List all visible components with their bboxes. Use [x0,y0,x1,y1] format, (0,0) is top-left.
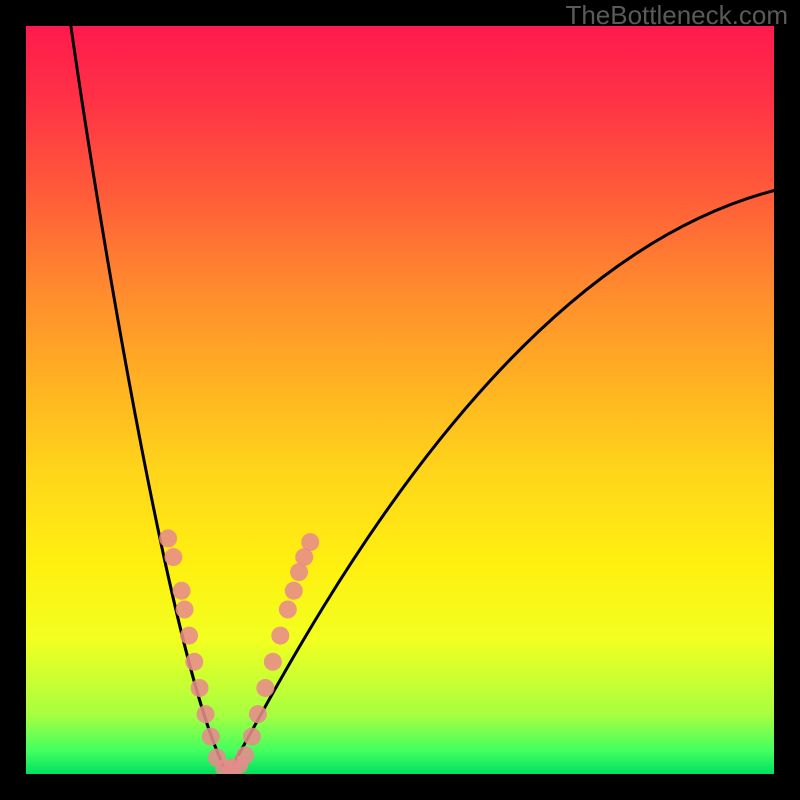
data-point [202,728,220,746]
data-point [176,600,194,618]
chart-container: TheBottleneck.com [0,0,800,800]
data-point [249,705,267,723]
data-point [159,529,177,547]
watermark-text: TheBottleneck.com [565,0,788,31]
data-point [285,582,303,600]
data-point [191,679,209,697]
data-point [185,653,203,671]
data-point [164,548,182,566]
data-point [271,627,289,645]
data-point [301,533,319,551]
data-point [236,746,254,764]
bottleneck-curve [71,26,774,774]
chart-overlay [26,26,774,774]
data-point [243,728,261,746]
data-point [264,653,282,671]
data-point [180,627,198,645]
plot-area [26,26,774,774]
data-point [256,679,274,697]
data-point [173,582,191,600]
data-point [197,705,215,723]
data-point [279,600,297,618]
